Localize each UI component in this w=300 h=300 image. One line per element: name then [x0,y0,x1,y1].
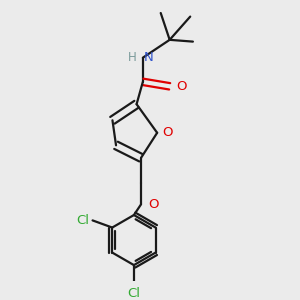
Text: O: O [148,198,159,211]
Text: N: N [144,51,154,64]
Text: Cl: Cl [128,286,140,299]
Text: Cl: Cl [76,214,89,227]
Text: H: H [128,51,136,64]
Text: O: O [163,126,173,139]
Text: O: O [176,80,186,93]
